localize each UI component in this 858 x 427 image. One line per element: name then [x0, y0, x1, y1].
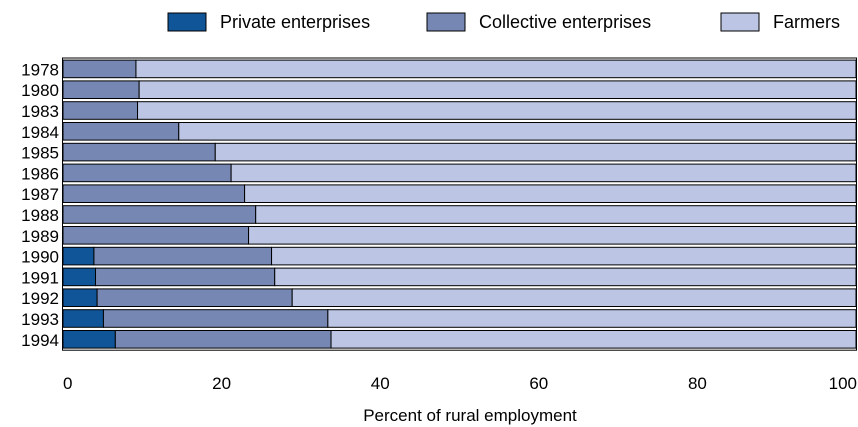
bar-collective-enterprises-1992 [96, 288, 293, 307]
bar-private-enterprises-1992 [62, 288, 98, 307]
bar-collective-enterprises-1985 [62, 142, 216, 162]
bar-collective-enterprises-1978 [62, 59, 137, 79]
legend-label-private-enterprises: Private enterprises [220, 12, 370, 32]
plot-frame [62, 57, 857, 351]
bar-collective-enterprises-1994 [114, 330, 332, 349]
bar-farmers-1984 [178, 122, 857, 141]
bar-collective-enterprises-1984 [62, 122, 180, 141]
y-tick-label: 1984 [21, 123, 59, 142]
bar-farmers-1980 [138, 80, 857, 100]
y-tick-label: 1993 [21, 310, 59, 329]
legend: Private enterprises Collective enterprise… [167, 12, 840, 32]
bar-farmers-1983 [137, 101, 857, 120]
x-axis-title: Percent of rural employment [363, 406, 577, 425]
bar-collective-enterprises-1980 [62, 80, 140, 100]
y-tick-label: 1983 [21, 102, 59, 121]
x-tick-label: 20 [212, 374, 231, 393]
y-tick-label: 1991 [21, 268, 59, 287]
y-tick-label: 1990 [21, 248, 59, 267]
bar-private-enterprises-1991 [62, 267, 97, 287]
x-tick-label: 60 [529, 374, 548, 393]
bar-collective-enterprises-1990 [93, 246, 273, 266]
x-tick-label: 100 [829, 374, 857, 393]
x-tick-label: 40 [371, 374, 390, 393]
bar-collective-enterprises-1993 [102, 309, 329, 328]
y-tick-label: 1980 [21, 81, 59, 100]
bar-farmers-1978 [135, 59, 857, 79]
y-tick-label: 1989 [21, 227, 59, 246]
x-tick-label: 80 [688, 374, 707, 393]
bar-collective-enterprises-1988 [62, 205, 257, 224]
bar-farmers-1985 [214, 142, 857, 162]
y-tick-label: 1978 [21, 60, 59, 79]
y-tick-label: 1988 [21, 206, 59, 225]
bar-collective-enterprises-1989 [62, 226, 250, 245]
bar-farmers-1993 [327, 309, 857, 328]
bar-collective-enterprises-1983 [62, 101, 139, 120]
bar-farmers-1991 [274, 267, 857, 287]
bar-farmers-1994 [330, 330, 857, 349]
legend-swatch-farmers [720, 12, 760, 32]
bar-farmers-1989 [248, 226, 857, 245]
x-tick-label: 0 [63, 374, 72, 393]
y-tick-label: 1994 [21, 331, 59, 350]
y-tick-label: 1986 [21, 164, 59, 183]
bar-collective-enterprises-1986 [62, 163, 232, 183]
bar-collective-enterprises-1987 [62, 184, 246, 203]
bar-farmers-1988 [255, 205, 857, 224]
y-tick-label: 1987 [21, 185, 59, 204]
bar-farmers-1992 [291, 288, 857, 307]
x-axis-tick-labels: 0 20 40 60 80 100 [63, 374, 857, 393]
y-tick-label: 1992 [21, 289, 59, 308]
bar-private-enterprises-1990 [62, 246, 95, 266]
legend-swatch-private-enterprises [167, 12, 207, 32]
bar-private-enterprises-1993 [62, 309, 104, 328]
bar-private-enterprises-1994 [62, 330, 116, 349]
bar-farmers-1987 [244, 184, 857, 203]
legend-swatch-collective-enterprises [426, 12, 466, 32]
legend-label-farmers: Farmers [773, 12, 840, 32]
bar-farmers-1986 [230, 163, 857, 183]
plot-area [62, 57, 857, 351]
bar-collective-enterprises-1991 [95, 267, 276, 287]
legend-label-collective-enterprises: Collective enterprises [479, 12, 651, 32]
bar-farmers-1990 [271, 246, 857, 266]
y-tick-label: 1985 [21, 144, 59, 163]
